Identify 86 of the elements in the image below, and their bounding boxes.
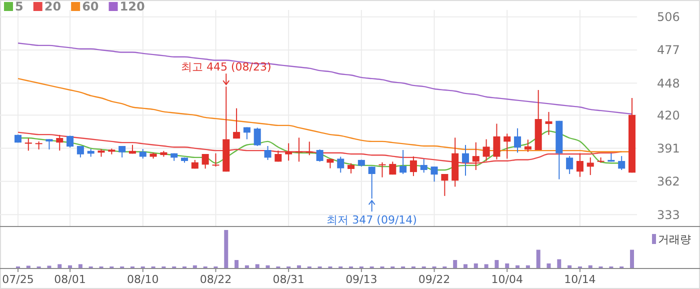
candlestick xyxy=(389,161,396,176)
candlestick xyxy=(66,135,74,148)
y-tick-label: 477 xyxy=(657,43,680,58)
legend-label: 20 xyxy=(44,0,62,14)
candlestick xyxy=(514,128,522,154)
bar xyxy=(78,264,82,268)
annotation: 최저 347 (09/14) xyxy=(326,214,417,227)
bar xyxy=(453,260,458,268)
x-tick-label: 08/31 xyxy=(272,273,304,286)
legend-label: 60 xyxy=(82,0,99,14)
bar xyxy=(526,265,530,268)
y-tick-label: 391 xyxy=(657,141,680,156)
bar xyxy=(224,230,228,268)
candlestick xyxy=(410,156,417,177)
y-tick-label: 448 xyxy=(657,76,680,90)
candlestick xyxy=(576,152,584,178)
candlestick xyxy=(441,174,448,196)
y-tick-label: 420 xyxy=(657,108,680,122)
candlestick xyxy=(493,123,500,160)
bar xyxy=(484,264,488,268)
x-tick-label: 09/13 xyxy=(346,273,378,286)
bar xyxy=(516,265,520,268)
candlestick xyxy=(46,138,53,150)
candlestick xyxy=(76,146,84,158)
bar xyxy=(568,265,572,268)
bar xyxy=(266,265,270,268)
candlestick xyxy=(348,162,355,174)
candlestick xyxy=(430,166,438,182)
candlestick xyxy=(202,154,209,170)
bar xyxy=(296,265,301,268)
bar xyxy=(255,264,260,268)
bar xyxy=(630,250,634,268)
bar xyxy=(536,250,540,268)
annotation: 최고 445 (08/23) xyxy=(180,60,272,74)
x-tick-label: 08/01 xyxy=(54,273,86,286)
y-tick-label: 333 xyxy=(657,208,680,222)
candlestick xyxy=(420,158,428,174)
candlestick xyxy=(56,134,64,152)
bar xyxy=(474,263,478,268)
candlestick xyxy=(233,108,240,140)
candlestick xyxy=(306,141,313,156)
candlestick xyxy=(139,148,146,160)
x-tick-label: 08/10 xyxy=(127,273,159,286)
candlestick xyxy=(326,158,334,169)
candlestick xyxy=(524,139,532,152)
x-tick-label: 07/25 xyxy=(2,273,34,286)
candlestick xyxy=(545,111,552,136)
bar xyxy=(244,265,249,268)
candlestick xyxy=(586,156,594,176)
candlestick xyxy=(400,150,407,174)
candlestick xyxy=(264,146,272,160)
candlestick xyxy=(566,156,574,174)
x-tick-label: 08/22 xyxy=(200,273,232,286)
bar xyxy=(192,265,197,268)
candlestick xyxy=(316,148,324,162)
line-series xyxy=(17,42,633,115)
bar xyxy=(58,264,62,268)
candlestick xyxy=(472,142,480,170)
bar xyxy=(494,260,499,268)
candlestick xyxy=(462,144,469,176)
candlestick xyxy=(295,137,302,162)
bar xyxy=(234,260,239,268)
x-tick-label: 10/14 xyxy=(564,273,596,286)
legend-label: 5 xyxy=(15,0,24,14)
legend-label: 거래량 xyxy=(658,233,691,246)
y-tick-label: 362 xyxy=(657,174,680,189)
bar xyxy=(505,263,510,268)
candlestick xyxy=(368,166,376,200)
bar xyxy=(463,264,468,268)
bar xyxy=(546,263,551,268)
x-tick-label: 10/04 xyxy=(491,273,523,286)
candlestick xyxy=(254,127,261,146)
legend-label: 120 xyxy=(120,0,145,14)
bar xyxy=(557,259,562,268)
bar xyxy=(588,265,592,268)
y-tick-label: 506 xyxy=(657,10,680,24)
candlestick xyxy=(618,156,626,170)
bar xyxy=(68,265,72,268)
candlestick xyxy=(118,146,126,158)
candlestick xyxy=(482,138,490,162)
candlestick xyxy=(212,152,220,168)
candlestick xyxy=(337,156,344,174)
x-tick-label: 09/22 xyxy=(418,273,450,286)
candlestick xyxy=(378,162,386,178)
candlestick xyxy=(504,133,511,160)
candlestick xyxy=(285,142,292,162)
